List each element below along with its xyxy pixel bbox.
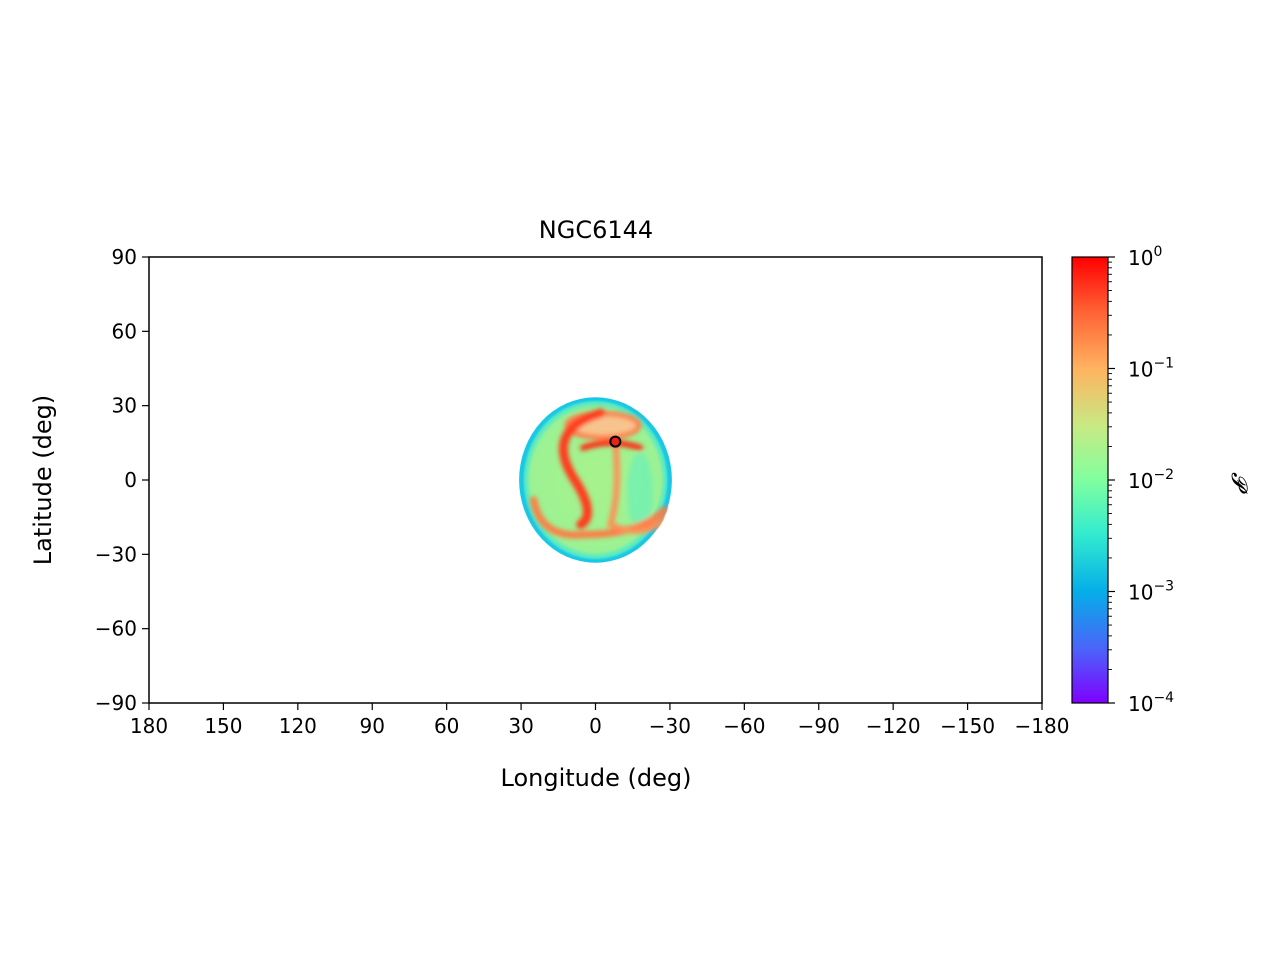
x-tick-label: −90 bbox=[798, 714, 840, 738]
y-tick-label: −60 bbox=[95, 617, 137, 641]
x-tick-label: 150 bbox=[204, 714, 242, 738]
probability-heatmap bbox=[519, 397, 672, 563]
y-axis-label: Latitude (deg) bbox=[29, 395, 57, 565]
x-tick-label: −150 bbox=[940, 714, 995, 738]
y-tick-label: 0 bbox=[124, 468, 137, 492]
colorbar-tick-label: 10−2 bbox=[1128, 467, 1174, 493]
heatmap-right-patch bbox=[627, 452, 654, 533]
y-tick-label: −30 bbox=[95, 542, 137, 566]
colorbar-tick-label: 10−4 bbox=[1128, 690, 1174, 716]
colorbar-tick-label: 10−3 bbox=[1128, 579, 1174, 605]
colorbar-tick-label: 10−1 bbox=[1128, 356, 1174, 382]
x-tick-label: −30 bbox=[649, 714, 691, 738]
plot-area bbox=[148, 256, 1043, 704]
x-tick-label: 30 bbox=[508, 714, 533, 738]
chart-title: NGC6144 bbox=[539, 216, 653, 244]
y-tick-label: −90 bbox=[95, 691, 137, 715]
heatmap-features bbox=[529, 408, 669, 539]
x-tick-label: 90 bbox=[360, 714, 385, 738]
x-tick-label: −180 bbox=[1015, 714, 1070, 738]
colorbar-gradient bbox=[1072, 257, 1108, 703]
x-tick-label: 0 bbox=[589, 714, 602, 738]
colorbar-label: 𝓟 bbox=[1226, 472, 1251, 494]
y-tick-label: 60 bbox=[112, 319, 137, 343]
x-tick-label: 120 bbox=[279, 714, 317, 738]
x-tick-label: 180 bbox=[130, 714, 168, 738]
y-tick-label: 30 bbox=[112, 394, 137, 418]
cluster-position-marker bbox=[609, 435, 622, 448]
x-axis-label: Longitude (deg) bbox=[501, 764, 692, 792]
x-tick-label: 60 bbox=[434, 714, 459, 738]
colorbar: 100 10−1 10−2 10−3 10−4 𝓟 bbox=[1071, 244, 1251, 716]
x-axis: 180 150 120 90 60 30 0 −30 −60 −90 −120 −150 −180 bbox=[130, 703, 1070, 738]
y-tick-label: 90 bbox=[112, 245, 137, 269]
heatmap-lower-arc bbox=[529, 496, 669, 539]
heatmap-left-arc bbox=[558, 408, 606, 530]
colorbar-tick-label: 100 bbox=[1128, 244, 1162, 270]
heatmap-right-arc bbox=[606, 439, 668, 534]
y-axis: 90 60 30 0 −30 −60 −90 bbox=[95, 245, 149, 715]
x-tick-label: −60 bbox=[723, 714, 765, 738]
x-tick-label: −120 bbox=[866, 714, 921, 738]
